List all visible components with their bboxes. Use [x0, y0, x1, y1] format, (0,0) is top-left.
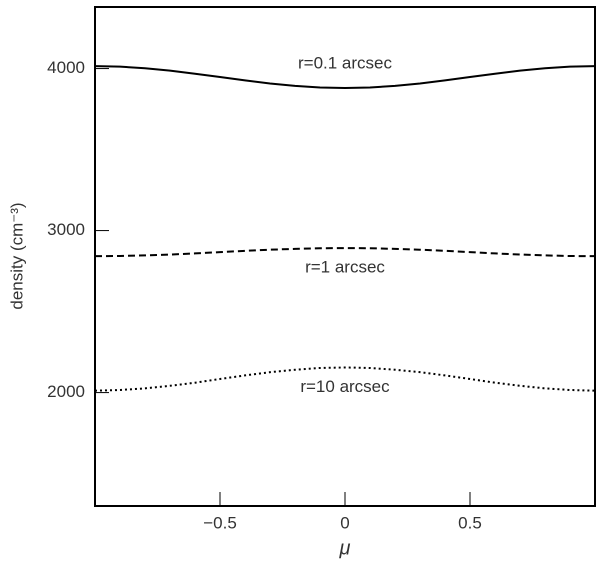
curve-label: r=0.1 arcsec [298, 53, 393, 72]
x-tick-label: 0.5 [458, 513, 482, 532]
x-tick-label: 0 [340, 513, 349, 532]
plot-frame [94, 6, 596, 507]
y-tick-label: 4000 [47, 58, 85, 77]
series-line [94, 247, 596, 258]
series-line [94, 366, 596, 392]
y-axis-label: density (cm⁻³) [7, 202, 26, 309]
x-tick-label: −0.5 [203, 513, 237, 532]
y-tick-label: 3000 [47, 220, 85, 239]
y-tick-label: 2000 [47, 382, 85, 401]
x-axis-label: μ [339, 537, 351, 559]
curve-label: r=10 arcsec [300, 377, 390, 396]
series-line [94, 65, 596, 90]
curve-label: r=1 arcsec [305, 258, 385, 277]
